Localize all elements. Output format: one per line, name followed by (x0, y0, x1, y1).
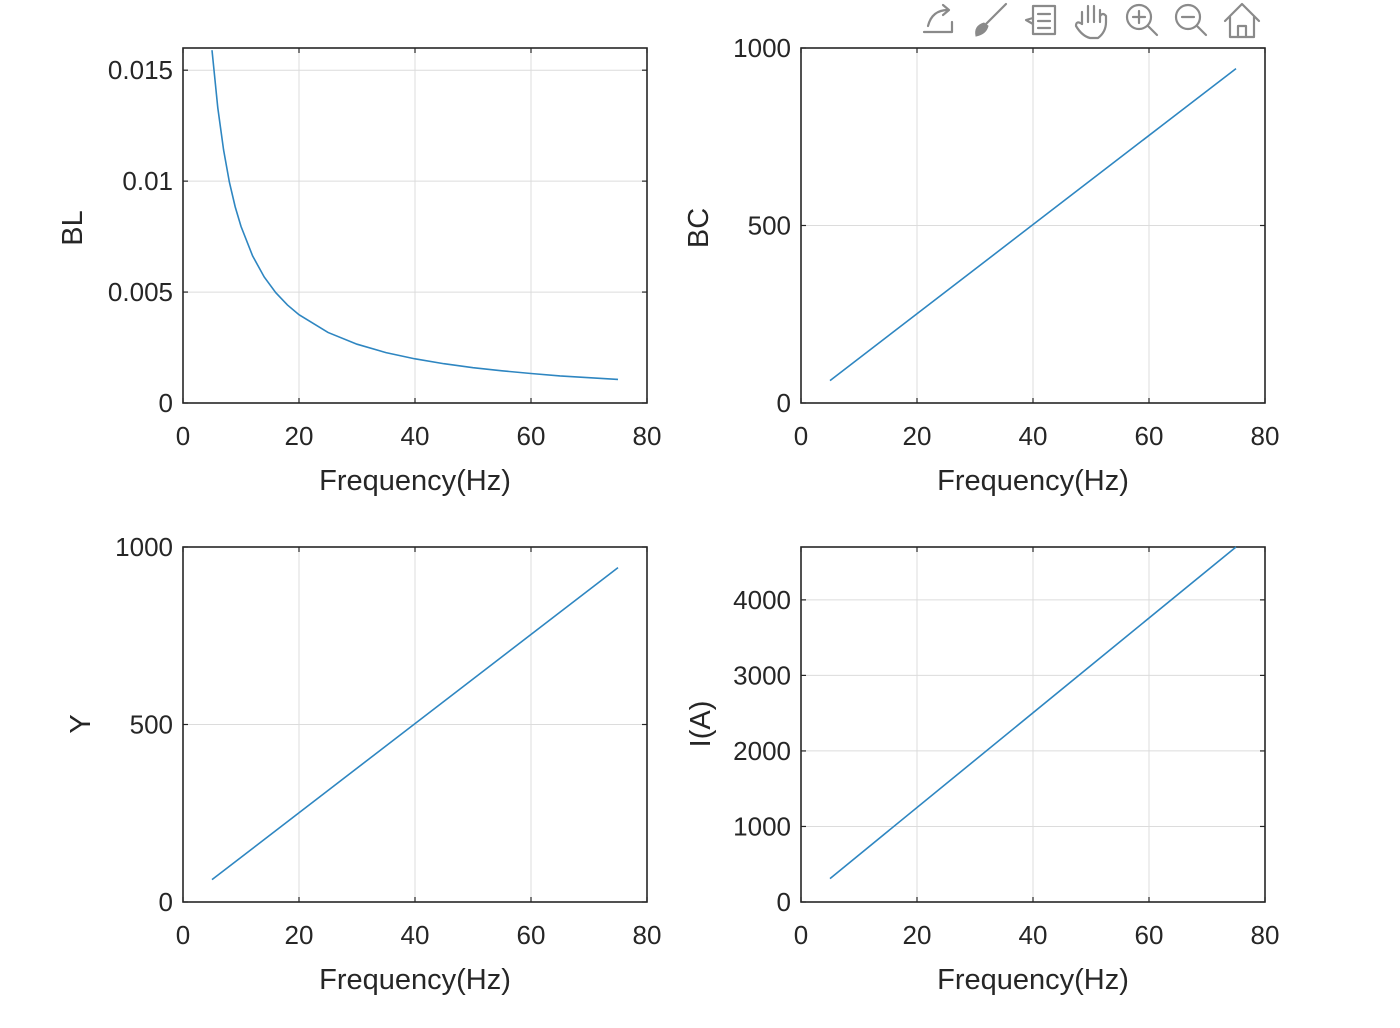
y-tick-label: 1000 (115, 532, 173, 562)
y-tick-label: 1000 (733, 811, 791, 841)
y-tick-label: 1000 (733, 33, 791, 63)
series-line (829, 546, 1237, 880)
y-tick-label: 2000 (733, 736, 791, 766)
subplot-bc: 0 20 40 60 80 0 500 1000 Frequency(Hz) BC (683, 33, 1279, 497)
y-axis-label: BL (57, 210, 89, 245)
y-tick-label: 0 (159, 887, 173, 917)
x-tick-label: 80 (1251, 421, 1280, 451)
pan-button[interactable] (1070, 0, 1114, 40)
subplot-bl: 0 20 40 60 80 0 0.005 0.01 0.015 Frequency(Hz) BL (57, 47, 662, 497)
y-tick-label: 0.01 (122, 166, 173, 196)
y-axis-label: BC (683, 208, 715, 248)
series-line (211, 566, 619, 881)
y-axis-label: I(A) (685, 701, 717, 748)
x-axis-label: Frequency(Hz) (319, 465, 511, 497)
y-tick-label: 3000 (733, 660, 791, 690)
pan-icon (1074, 4, 1108, 40)
y-tick-label: 500 (130, 710, 173, 740)
x-axis-label: Frequency(Hz) (319, 964, 511, 996)
series-line (829, 67, 1237, 382)
home-button[interactable] (1220, 0, 1264, 40)
x-tick-label: 60 (1135, 920, 1164, 950)
data-tips-button[interactable] (1021, 0, 1065, 40)
x-tick-label: 60 (517, 421, 546, 451)
zoom-out-icon (1174, 3, 1208, 37)
x-tick-label: 80 (633, 421, 662, 451)
y-tick-label: 0.005 (108, 277, 173, 307)
x-tick-label: 40 (1019, 920, 1048, 950)
home-icon (1223, 2, 1261, 39)
y-tick-label: 0.015 (108, 55, 173, 85)
x-tick-label: 80 (633, 920, 662, 950)
y-tick-label: 500 (748, 211, 791, 241)
x-tick-label: 0 (794, 920, 808, 950)
subplot-current: 0 20 40 60 80 0 1000 2000 3000 4000 Frequency(Hz) I… (685, 546, 1280, 996)
export-button[interactable] (918, 0, 962, 40)
x-tick-label: 40 (1019, 421, 1048, 451)
x-tick-label: 0 (176, 920, 190, 950)
zoom-out-button[interactable] (1169, 0, 1213, 40)
data-tips-icon (1024, 4, 1057, 36)
brush-icon (975, 2, 1008, 37)
figure-toolbar (918, 0, 1264, 40)
export-icon (922, 3, 954, 34)
x-tick-label: 60 (517, 920, 546, 950)
y-tick-label: 4000 (733, 585, 791, 615)
brush-button[interactable] (968, 0, 1012, 40)
x-tick-label: 40 (401, 421, 430, 451)
x-tick-label: 20 (285, 421, 314, 451)
y-axis-label: Y (65, 714, 97, 733)
zoom-in-button[interactable] (1120, 0, 1164, 40)
x-tick-label: 20 (903, 421, 932, 451)
subplot-y: 0 20 40 60 80 0 500 1000 Frequency(Hz) Y (65, 532, 661, 996)
x-tick-label: 20 (903, 920, 932, 950)
x-axis-label: Frequency(Hz) (937, 465, 1129, 497)
y-tick-label: 0 (777, 887, 791, 917)
y-tick-label: 0 (159, 388, 173, 418)
x-tick-label: 60 (1135, 421, 1164, 451)
x-tick-label: 0 (794, 421, 808, 451)
series-line (211, 50, 619, 381)
zoom-in-icon (1125, 3, 1159, 37)
y-tick-label: 0 (777, 388, 791, 418)
x-axis-label: Frequency(Hz) (937, 964, 1129, 996)
x-tick-label: 20 (285, 920, 314, 950)
x-tick-label: 80 (1251, 920, 1280, 950)
x-tick-label: 0 (176, 421, 190, 451)
x-tick-label: 40 (401, 920, 430, 950)
